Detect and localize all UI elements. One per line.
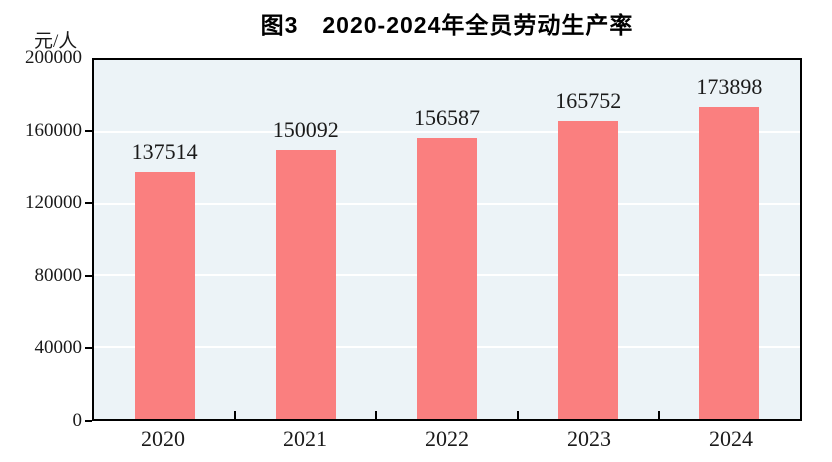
- y-tick-label: 160000: [25, 119, 82, 141]
- y-tick-label: 80000: [34, 264, 83, 286]
- y-tick-label: 200000: [25, 47, 82, 68]
- y-tick-mark: [85, 274, 92, 277]
- bar: [558, 121, 619, 419]
- y-tick-label: 40000: [34, 337, 83, 359]
- y-axis-tick-labels: 0 40000 80000 120000 160000 200000: [0, 48, 83, 431]
- bar-category-2022: 156587: [376, 60, 517, 419]
- y-axis-tick-marks: [85, 58, 92, 422]
- y-tick-mark: [85, 129, 92, 132]
- x-tick-label: 2024: [709, 426, 753, 451]
- bar: [134, 172, 195, 419]
- x-tick-mark: [516, 411, 519, 419]
- y-tick-mark: [85, 420, 92, 422]
- bar-category-2024: 173898: [659, 60, 800, 419]
- x-axis-tick-labels: 2020 2021 2022 2023 2024: [92, 426, 802, 452]
- bar-value-label: 165752: [555, 88, 622, 114]
- x-tick-mark: [657, 411, 660, 419]
- x-tick-label: 2021: [283, 426, 327, 451]
- bar-value-label: 150092: [272, 116, 339, 142]
- y-tick-label: 120000: [25, 192, 82, 214]
- bar-value-label: 173898: [696, 73, 763, 99]
- x-tick-mark: [375, 411, 378, 419]
- bar-category-2021: 150092: [235, 60, 376, 419]
- x-tick-label: 2020: [141, 426, 185, 451]
- bar-value-label: 137514: [131, 139, 198, 165]
- y-axis-unit-label: 元/人: [34, 31, 78, 52]
- bar-value-label: 156587: [414, 104, 480, 130]
- bar-category-2020: 137514: [94, 60, 235, 419]
- gridline: [94, 130, 800, 133]
- bar: [699, 106, 760, 419]
- x-tick-label: 2023: [567, 426, 611, 451]
- chart-title: 图3 2020-2024年全员劳动生产率: [260, 12, 634, 38]
- bar: [275, 149, 336, 419]
- y-tick-mark: [85, 202, 92, 205]
- bar: [417, 137, 477, 419]
- x-tick-mark: [234, 411, 237, 419]
- bars: 137514 150092 156587 165752 173898: [94, 60, 800, 419]
- x-tick-label: 2022: [425, 426, 469, 451]
- y-tick-label: 0: [72, 410, 83, 431]
- bar-category-2023: 165752: [518, 60, 659, 419]
- plot-area: 137514 150092 156587 165752 173898: [92, 58, 802, 421]
- y-tick-mark: [85, 347, 92, 350]
